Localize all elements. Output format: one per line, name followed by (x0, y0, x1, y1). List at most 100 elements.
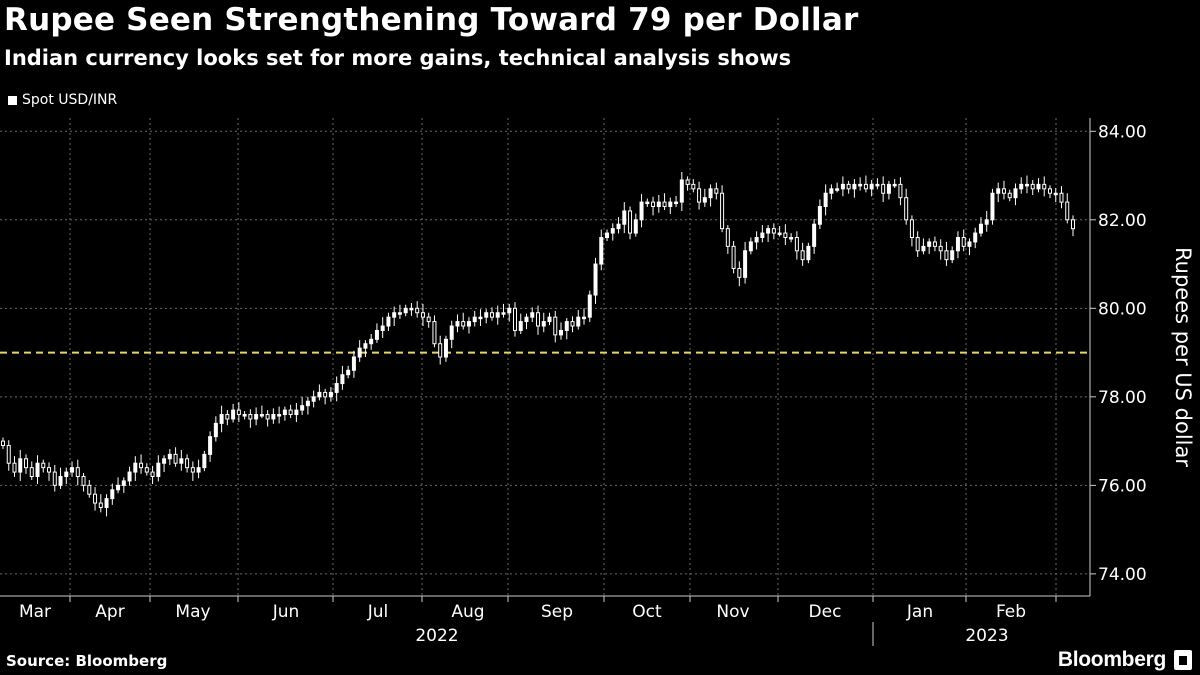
candle-body (1053, 192, 1058, 196)
candle-body (783, 232, 788, 239)
candle-body (794, 237, 799, 252)
candle-body (363, 343, 368, 349)
candle-body (1013, 188, 1018, 199)
candle-body (380, 325, 385, 331)
candle-body (955, 237, 960, 252)
candle-body (800, 250, 805, 261)
candle-body (1036, 183, 1041, 190)
candle-body (139, 462, 144, 469)
candle-body (121, 480, 126, 486)
candle-body (622, 210, 627, 225)
candle-body (116, 484, 121, 491)
candle-body (58, 476, 63, 486)
candle-body (909, 219, 914, 238)
candle-body (64, 471, 69, 477)
candle-body (645, 201, 650, 205)
candle-body (720, 192, 725, 230)
candle-body (288, 409, 293, 416)
candle-body (173, 453, 178, 464)
candle-body (766, 228, 771, 234)
candle-body (507, 307, 512, 314)
candle-body (610, 228, 615, 234)
candle-body (369, 338, 374, 345)
candle-body (190, 467, 195, 473)
candle-body (41, 462, 46, 469)
candle-body (938, 245, 943, 252)
x-tick-label: Dec (809, 602, 842, 622)
candle-body (541, 321, 546, 327)
candle-body (817, 206, 822, 225)
candle-body (47, 467, 52, 473)
candle-body (1059, 192, 1064, 203)
candle-body (386, 316, 391, 327)
candle-body (892, 183, 897, 187)
candle-body (823, 192, 828, 208)
candle-body (472, 316, 477, 323)
candle-body (697, 188, 702, 203)
candle-body (202, 453, 207, 469)
candle-body (426, 316, 431, 323)
candle-body (593, 263, 598, 296)
candle-body (340, 374, 345, 385)
candle-body (29, 467, 34, 478)
candle-body (564, 321, 569, 331)
candle-body (771, 228, 776, 234)
candle-body (323, 391, 328, 398)
x-tick-label: Jul (367, 602, 389, 622)
candle-body (1007, 192, 1012, 199)
candle-body (812, 223, 817, 247)
candle-body (1030, 183, 1035, 190)
x-tick-label: Jan (906, 602, 933, 622)
candle-body (449, 325, 454, 340)
candle-body (886, 183, 891, 194)
candle-body (829, 188, 834, 194)
candle-body (294, 409, 299, 416)
candle-body (248, 414, 253, 420)
candle-body (927, 241, 932, 247)
candle-body (311, 396, 316, 402)
candle-body (133, 462, 138, 473)
candle-body (6, 445, 11, 464)
candle-body (213, 422, 218, 438)
candle-body (950, 250, 955, 261)
candle-body (518, 321, 523, 331)
candle-body (875, 183, 880, 187)
candle-body (438, 343, 443, 358)
candle-body (317, 391, 322, 398)
x-tick-label: Apr (95, 602, 124, 622)
candle-body (691, 183, 696, 190)
bloomberg-logo: Bloomberg (1057, 648, 1166, 671)
x-tick-label: Jun (272, 602, 300, 622)
candle-body (219, 414, 224, 424)
candle-body (156, 462, 161, 478)
candle-body (708, 188, 713, 199)
y-tick-label: 84.00 (1098, 122, 1147, 142)
candle-body (915, 237, 920, 252)
candle-body (225, 414, 230, 420)
x-tick-label: Feb (996, 602, 1026, 622)
candle-body (668, 201, 673, 208)
candle-body (495, 312, 500, 318)
candle-body (777, 232, 782, 236)
candle-body (167, 453, 172, 460)
source-note: Source: Bloomberg (6, 652, 168, 670)
candle-body (403, 307, 408, 314)
bloomberg-terminal-icon (1174, 650, 1192, 670)
candle-body (840, 183, 845, 190)
candle-body (570, 321, 575, 327)
candle-body (75, 467, 80, 478)
candle-body (743, 250, 748, 278)
candle-body (932, 241, 937, 247)
candle-body (305, 400, 310, 407)
candle-body (484, 312, 489, 318)
candle-body (87, 484, 92, 495)
candle-body (576, 316, 581, 327)
candle-body (869, 183, 874, 190)
candle-body (1019, 183, 1024, 190)
year-label: 2023 (965, 626, 1008, 646)
candle-body (1042, 183, 1047, 190)
candle-body (904, 197, 909, 221)
candle-body (651, 201, 656, 208)
legend-label: Spot USD/INR (22, 92, 118, 108)
candle-body (852, 183, 857, 190)
